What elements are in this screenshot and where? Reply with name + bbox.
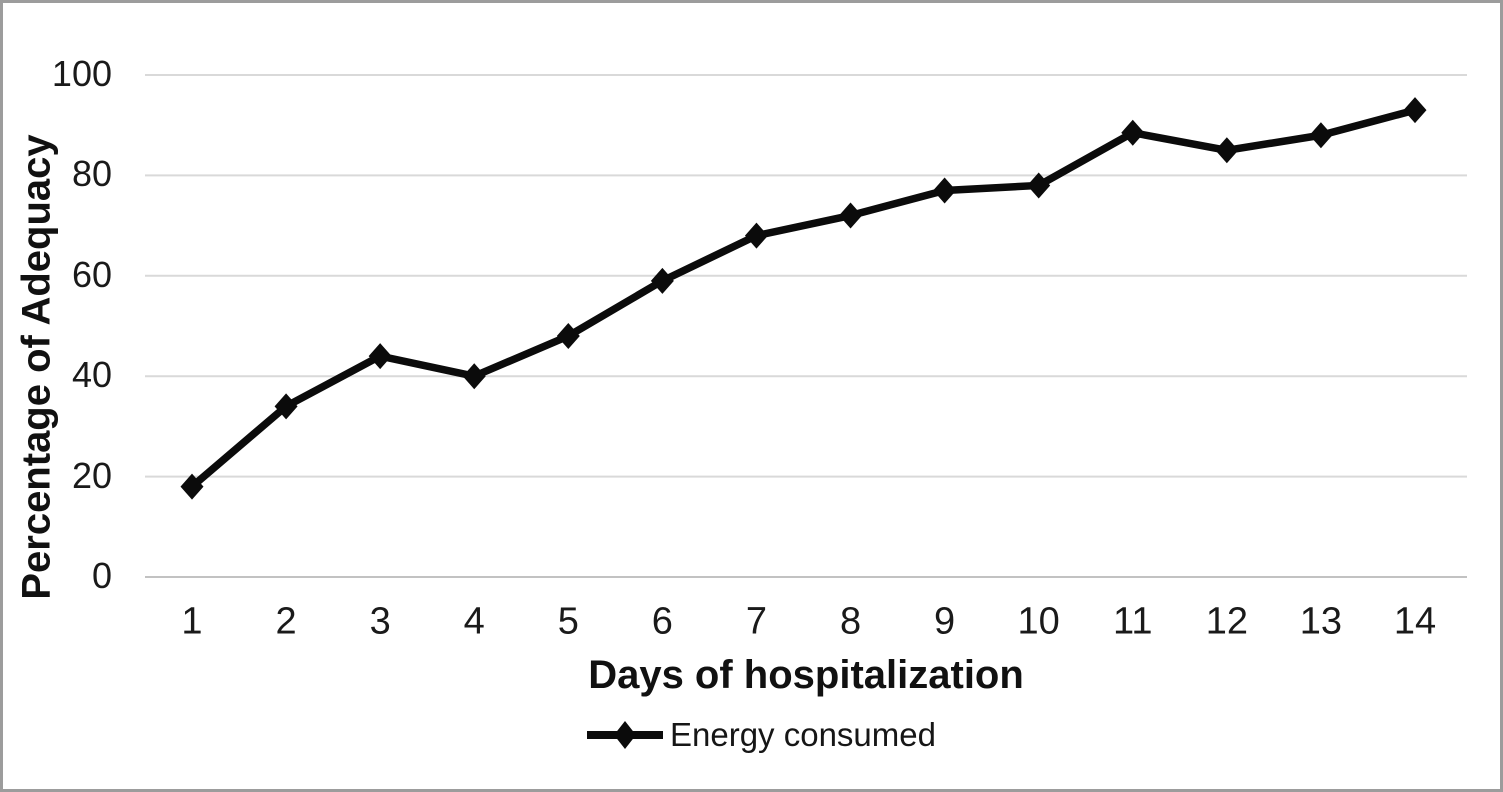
- y-tick-label: 60: [71, 253, 112, 295]
- y-tick-label: 20: [71, 454, 112, 496]
- x-tick-label: 11: [1113, 600, 1153, 643]
- data-point-marker: [744, 222, 768, 249]
- x-tick-label: 6: [651, 600, 673, 643]
- y-tick-label: 0: [91, 555, 112, 597]
- y-tick-label: 100: [51, 53, 112, 95]
- x-tick-label: 13: [1299, 600, 1343, 643]
- data-point-marker: [839, 202, 863, 229]
- legend-series-marker-icon: [587, 721, 663, 749]
- x-tick-label: 8: [839, 600, 862, 643]
- y-axis-title: Percentage of Adequacy: [14, 134, 59, 600]
- x-tick-label: 2: [275, 600, 297, 643]
- x-axis-title: Days of hospitalization: [588, 653, 1024, 697]
- data-point-marker: [1309, 122, 1333, 149]
- data-point-marker: [1027, 172, 1051, 199]
- data-point-marker: [556, 323, 580, 350]
- data-point-marker: [1403, 97, 1427, 124]
- x-tick-label: 3: [369, 600, 391, 643]
- data-point-marker: [462, 363, 486, 390]
- legend: Energy consumed: [586, 716, 936, 754]
- data-point-marker: [368, 343, 392, 370]
- x-tick-label: 14: [1393, 600, 1437, 643]
- data-point-marker: [1121, 119, 1145, 146]
- data-point-marker: [1215, 137, 1239, 164]
- y-tick-label: 40: [71, 354, 112, 396]
- x-tick-label: 9: [934, 600, 956, 643]
- x-tick-label: 10: [1017, 600, 1060, 643]
- x-tick-label: 1: [181, 600, 203, 643]
- series-line: [188, 106, 1419, 491]
- y-tick-label: 80: [71, 153, 112, 195]
- x-tick-label: 5: [557, 600, 579, 643]
- x-tick-label: 4: [463, 600, 485, 643]
- data-point-marker: [650, 267, 674, 294]
- x-tick-label: 7: [745, 600, 768, 643]
- x-tick-label: 12: [1205, 600, 1248, 643]
- data-point-marker: [933, 177, 957, 204]
- data-point-marker: [180, 473, 204, 500]
- data-point-marker: [274, 393, 298, 420]
- legend-label: Energy consumed: [670, 716, 936, 753]
